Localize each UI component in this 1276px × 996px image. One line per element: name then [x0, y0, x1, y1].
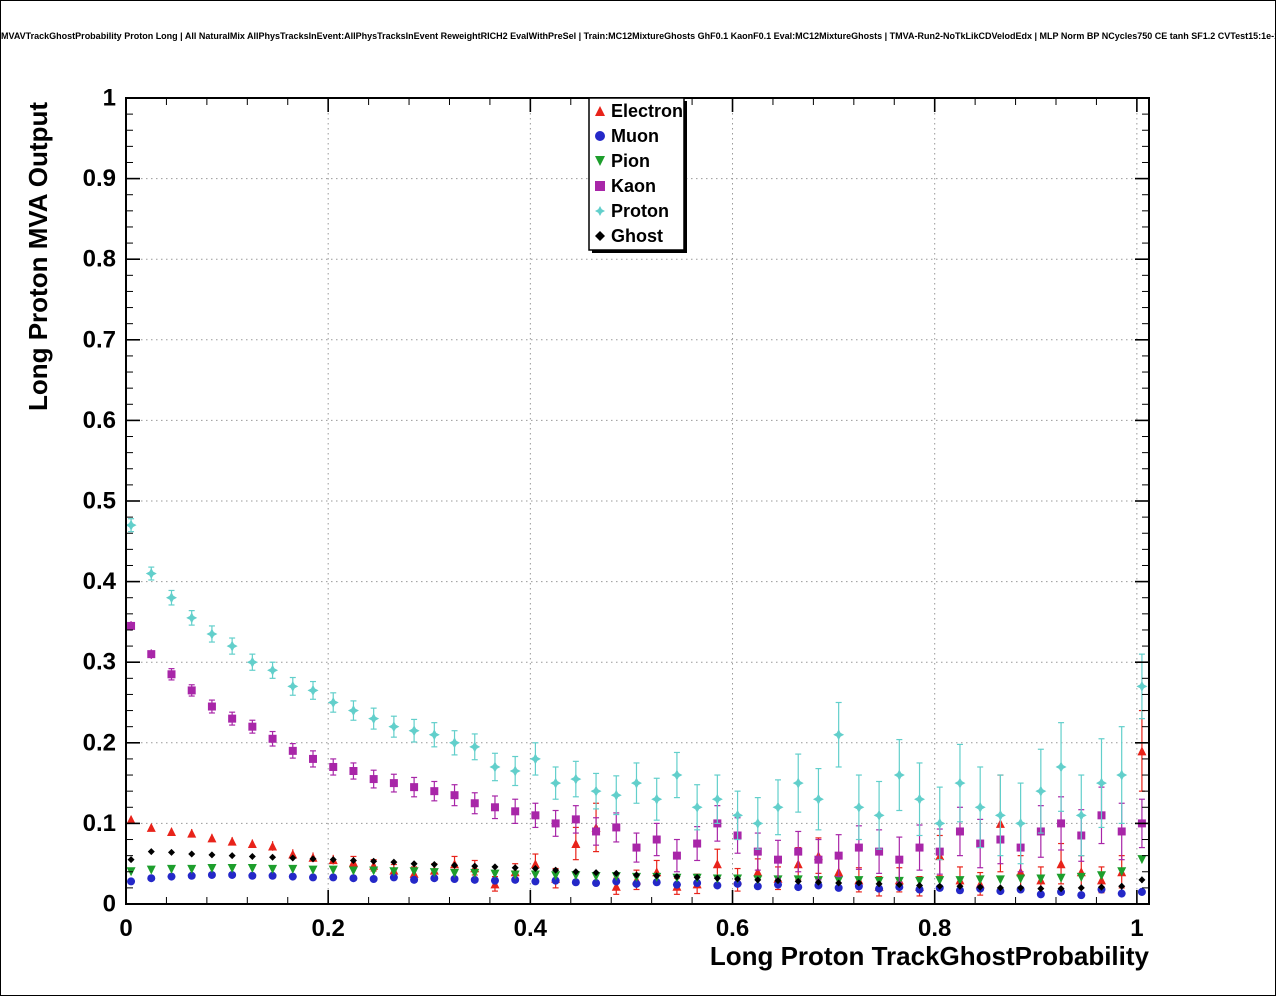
svg-text:0.2: 0.2	[83, 729, 116, 756]
svg-text:0.1: 0.1	[83, 810, 116, 837]
svg-text:0.3: 0.3	[83, 649, 116, 676]
series-kaon	[127, 621, 1146, 883]
svg-text:0.6: 0.6	[716, 915, 749, 942]
legend-label-ghost: Ghost	[611, 226, 663, 246]
legend: Electron Muon Pion Kaon Proton Ghost	[588, 97, 687, 253]
svg-text:0: 0	[103, 891, 116, 918]
series-proton	[126, 518, 1148, 865]
svg-text:0: 0	[119, 915, 132, 942]
svg-text:0.4: 0.4	[514, 915, 548, 942]
x-axis-title: Long Proton TrackGhostProbability	[710, 941, 1150, 971]
legend-label-kaon: Kaon	[611, 176, 656, 196]
y-axis-title: Long Proton MVA Output	[23, 102, 53, 411]
svg-text:0.8: 0.8	[83, 246, 116, 273]
axis-ticks	[125, 97, 1149, 905]
svg-text:0.7: 0.7	[83, 326, 116, 353]
legend-label-pion: Pion	[611, 151, 650, 171]
series-layer	[126, 518, 1148, 900]
svg-text:0.2: 0.2	[311, 915, 344, 942]
tick-labels: 0 0.1 0.2 0.3 0.4 0.5 0.6 0.7 0.8 0.9 1 0 0.2 0.4 0.6 0…	[83, 85, 1144, 943]
series-ghost	[127, 848, 1146, 893]
svg-text:0.6: 0.6	[83, 407, 116, 434]
legend-label-muon: Muon	[611, 126, 659, 146]
svg-text:0.4: 0.4	[83, 568, 117, 595]
svg-text:1: 1	[1130, 915, 1143, 942]
svg-text:1: 1	[103, 85, 116, 112]
legend-label-proton: Proton	[611, 201, 669, 221]
legend-label-electron: Electron	[611, 101, 683, 121]
svg-text:0.9: 0.9	[83, 165, 116, 192]
svg-text:0.8: 0.8	[918, 915, 951, 942]
plot-title: MVAVTrackGhostProbability Proton Long | …	[1, 31, 1276, 41]
svg-text:0.5: 0.5	[83, 488, 116, 515]
